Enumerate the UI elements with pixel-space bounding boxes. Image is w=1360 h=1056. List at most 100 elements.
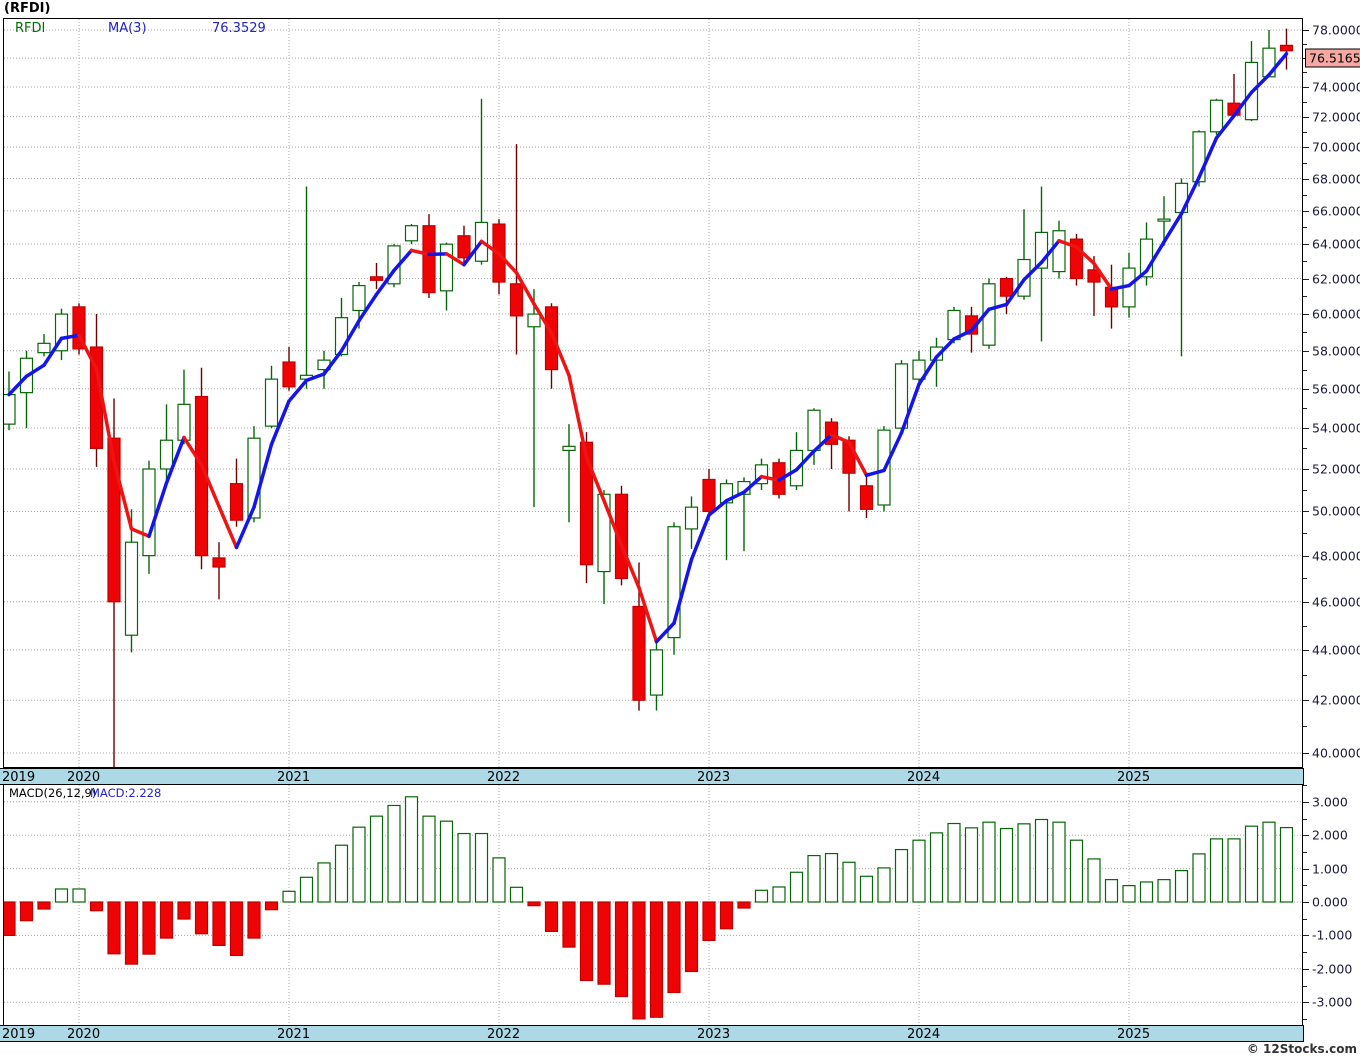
- price-axis-tick: [1303, 674, 1307, 676]
- chart-title: (RFDI): [4, 1, 51, 16]
- legend-ma-label: MA(3): [108, 21, 147, 36]
- price-axis-label: 60.0000: [1312, 306, 1360, 322]
- legend-ma-value: 76.3529: [212, 21, 266, 36]
- year-label: 2025: [1117, 1027, 1151, 1042]
- macd-legend-label: MACD(26,12,9): [9, 786, 97, 800]
- price-axis-label: 66.0000: [1312, 203, 1360, 219]
- price-axis-label: 52.0000: [1312, 461, 1360, 477]
- price-panel: RFDI MA(3) 76.3529: [3, 18, 1303, 768]
- macd-axis-tick: [1303, 935, 1309, 937]
- price-axis-tick: [1303, 555, 1309, 557]
- macd-chart-svg: [4, 785, 1302, 1025]
- price-axis-tick: [1303, 490, 1307, 492]
- price-axis-tick: [1303, 726, 1307, 728]
- price-axis-tick: [1303, 649, 1309, 651]
- price-axis-tick: [1303, 625, 1307, 627]
- price-axis-tick: [1303, 388, 1309, 390]
- price-axis-label: 78.0000: [1312, 22, 1360, 38]
- price-axis-label: 50.0000: [1312, 503, 1360, 519]
- price-axis-label: 72.0000: [1312, 109, 1360, 125]
- macd-axis-label: -3.000: [1312, 994, 1353, 1010]
- macd-axis: -3.000 -2.000 -1.000 0.000 1.000 2.000 3.000: [1303, 785, 1360, 1025]
- macd-axis-tick: [1303, 902, 1309, 903]
- price-axis-tick: [1303, 86, 1309, 88]
- price-axis: 76.5165 40.0000 42.0000 44.0000 46.0000 48.0…: [1303, 19, 1360, 767]
- price-axis-tick: [1303, 369, 1307, 371]
- macd-axis-tick: [1303, 968, 1309, 970]
- macd-axis-tick: [1303, 835, 1309, 837]
- macd-axis-tick: [1303, 1002, 1309, 1004]
- price-axis-tick: [1303, 261, 1307, 263]
- year-label: 2021: [277, 770, 311, 785]
- macd-axis-tick: [1303, 868, 1309, 870]
- price-axis-tick: [1303, 350, 1309, 352]
- macd-legend-value: MACD:2.228: [90, 786, 162, 800]
- price-axis-tick: [1303, 314, 1309, 316]
- price-axis-tick: [1303, 178, 1309, 180]
- price-axis-tick: [1303, 578, 1307, 580]
- price-axis-label: 68.0000: [1312, 171, 1360, 187]
- price-axis-label: 62.0000: [1312, 271, 1360, 287]
- price-axis-tick: [1303, 244, 1309, 246]
- price-axis-label: 70.0000: [1312, 139, 1360, 155]
- year-label: 2019: [2, 770, 36, 785]
- price-axis-tick: [1303, 296, 1307, 298]
- price-axis-label: 40.0000: [1312, 745, 1360, 761]
- price-axis-label: 48.0000: [1312, 548, 1360, 564]
- price-axis-tick: [1303, 43, 1307, 45]
- price-axis-tick: [1303, 332, 1307, 334]
- macd-axis-label: 3.000: [1312, 794, 1348, 810]
- macd-axis-tick: [1303, 801, 1309, 803]
- price-axis-tick: [1303, 72, 1307, 74]
- price-axis-tick: [1303, 162, 1307, 164]
- price-axis-tick: [1303, 753, 1309, 755]
- watermark: © 12Stocks.com: [1246, 1042, 1357, 1056]
- macd-axis-tick: [1303, 851, 1307, 853]
- macd-axis-label: 2.000: [1312, 827, 1348, 843]
- price-axis-tick: [1303, 511, 1309, 513]
- year-label: 2021: [277, 1027, 311, 1042]
- legend-symbol: RFDI: [15, 21, 46, 36]
- price-axis-tick: [1303, 408, 1307, 410]
- price-axis-tick: [1303, 533, 1307, 535]
- price-axis-label: 56.0000: [1312, 381, 1360, 397]
- year-label: 2025: [1117, 770, 1151, 785]
- price-axis-tick: [1303, 210, 1309, 212]
- macd-axis-label: -2.000: [1312, 961, 1353, 977]
- macd-axis-tick: [1303, 885, 1307, 887]
- year-label: 2022: [487, 1027, 521, 1042]
- year-label: 2024: [907, 1027, 941, 1042]
- price-axis-label: 42.0000: [1312, 692, 1360, 708]
- year-label: 2023: [697, 770, 731, 785]
- price-axis-label: 54.0000: [1312, 420, 1360, 436]
- price-axis-tick: [1303, 601, 1309, 603]
- price-axis-tick: [1303, 700, 1309, 702]
- price-axis-tick: [1303, 227, 1307, 229]
- price-axis-tick: [1303, 278, 1309, 280]
- price-axis-tick: [1303, 428, 1309, 430]
- price-axis-tick: [1303, 30, 1309, 31]
- year-label: 2022: [487, 770, 521, 785]
- price-axis-tick: [1303, 131, 1307, 133]
- macd-axis-tick: [1303, 918, 1307, 920]
- price-axis-label: 46.0000: [1312, 594, 1360, 610]
- macd-axis-tick: [1303, 985, 1307, 987]
- price-axis-tick: [1303, 147, 1309, 149]
- x-axis-strip-top: 2019 2020 2021 2022 2023 2024 2025: [0, 768, 1304, 785]
- price-axis-label: 58.0000: [1312, 343, 1360, 359]
- price-axis-tick: [1303, 468, 1309, 470]
- year-label: 2020: [67, 1027, 101, 1042]
- year-label: 2019: [2, 1027, 36, 1042]
- macd-axis-label: 0.000: [1312, 894, 1348, 910]
- price-axis-label: 64.0000: [1312, 236, 1360, 252]
- macd-axis-tick: [1303, 952, 1307, 954]
- price-chart-svg: [4, 19, 1302, 767]
- price-axis-tick: [1303, 101, 1307, 103]
- x-axis-strip-bottom: 2019 2020 2021 2022 2023 2024 2025: [0, 1025, 1304, 1042]
- price-axis-tick: [1303, 194, 1307, 196]
- year-label: 2020: [67, 770, 101, 785]
- macd-axis-label: -1.000: [1312, 927, 1353, 943]
- macd-axis-tick: [1303, 818, 1307, 820]
- price-axis-tick: [1303, 448, 1307, 450]
